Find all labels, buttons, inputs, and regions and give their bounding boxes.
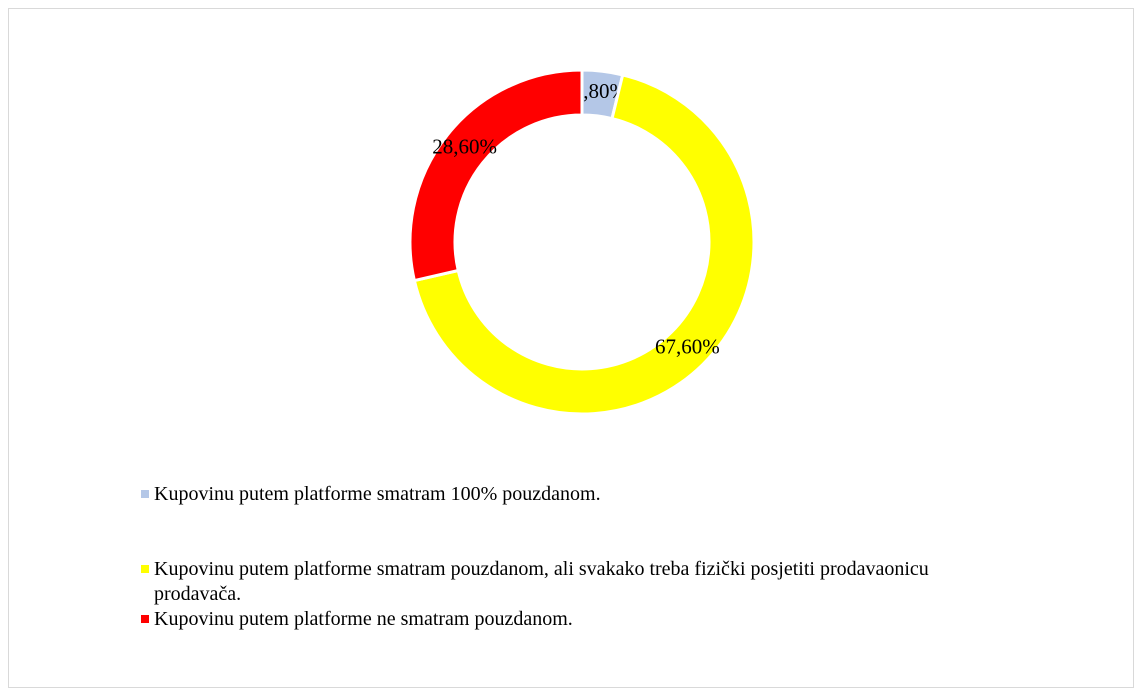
data-label: 67,60% <box>655 335 720 359</box>
legend-label: Kupovinu putem platforme smatram pouzdan… <box>154 558 929 605</box>
legend-item: Kupovinu putem platforme smatram 100% po… <box>138 482 1018 507</box>
legend-label: Kupovinu putem platforme smatram 100% po… <box>154 483 601 505</box>
legend-label: Kupovinu putem platforme ne smatram pouz… <box>154 608 573 630</box>
donut-slice <box>408 68 584 283</box>
donut-slice <box>412 73 756 416</box>
legend-swatch <box>141 615 149 623</box>
legend: Kupovinu putem platforme smatram 100% po… <box>138 482 1018 632</box>
legend-swatch <box>141 565 149 573</box>
data-label: 28,60% <box>432 134 497 158</box>
legend-item: Kupovinu putem platforme smatram pouzdan… <box>138 557 1018 607</box>
legend-swatch <box>141 490 149 498</box>
legend-item: Kupovinu putem platforme ne smatram pouz… <box>138 607 1018 632</box>
